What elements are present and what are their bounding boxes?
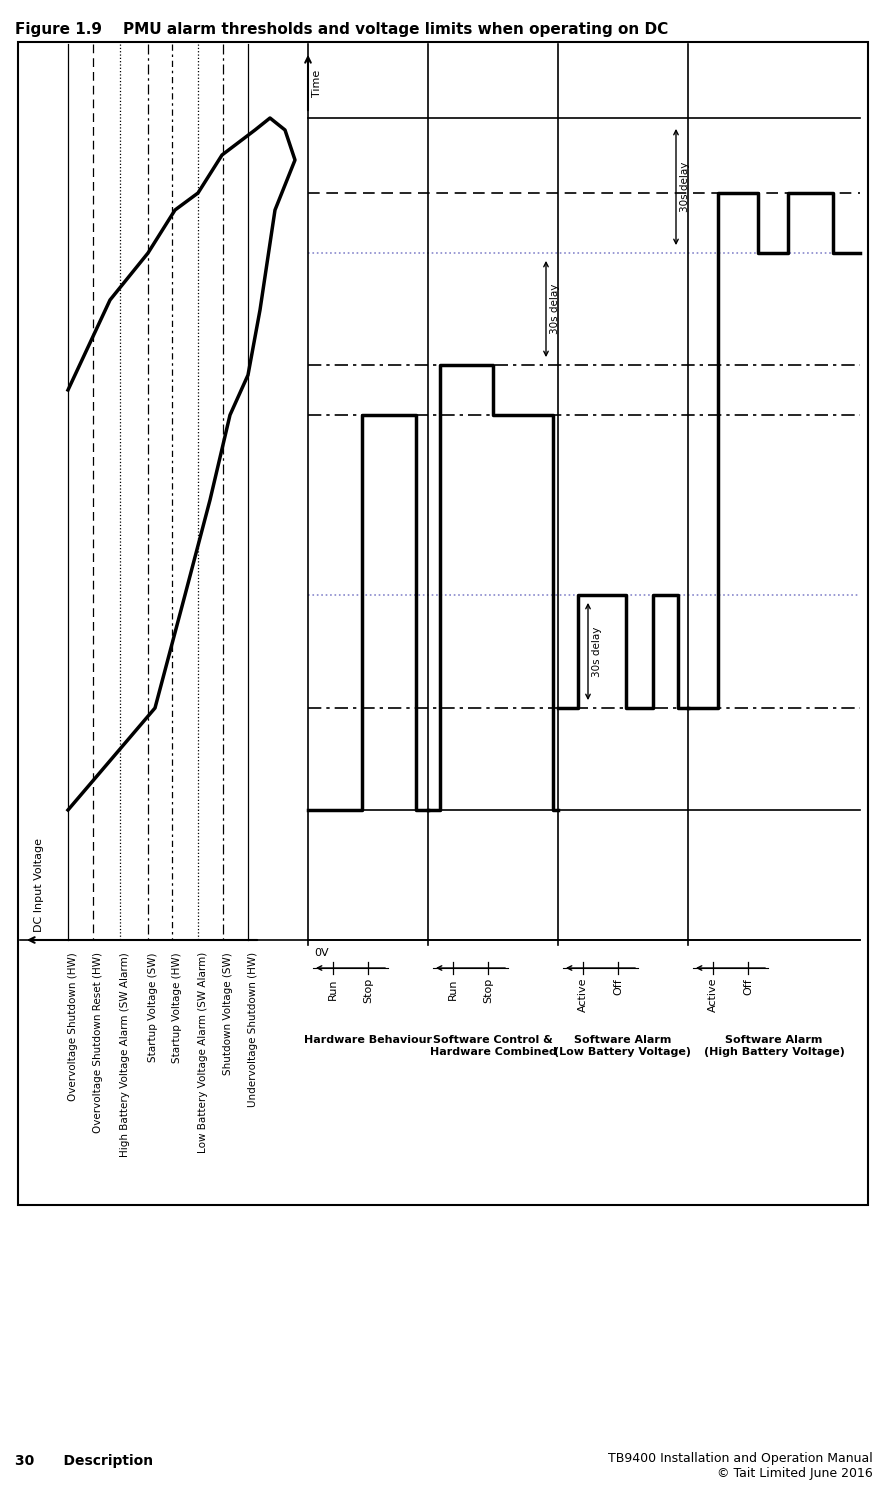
Text: DC Input Voltage: DC Input Voltage — [34, 838, 44, 932]
Text: Run: Run — [328, 978, 338, 999]
Text: Hardware Behaviour: Hardware Behaviour — [304, 1035, 432, 1045]
Text: Overvoltage Shutdown Reset (HW): Overvoltage Shutdown Reset (HW) — [93, 951, 103, 1133]
Text: Active: Active — [708, 978, 718, 1013]
Text: Software Alarm
(Low Battery Voltage): Software Alarm (Low Battery Voltage) — [555, 1035, 691, 1057]
Text: 30      Description: 30 Description — [15, 1453, 153, 1468]
Bar — [18, 42, 868, 1205]
Text: Time: Time — [312, 70, 322, 97]
Text: Software Alarm
(High Battery Voltage): Software Alarm (High Battery Voltage) — [703, 1035, 844, 1057]
Text: Run: Run — [448, 978, 458, 999]
Text: 30s delay: 30s delay — [550, 284, 560, 334]
Text: Stop: Stop — [363, 978, 373, 1004]
Text: Shutdown Voltage (SW): Shutdown Voltage (SW) — [223, 951, 233, 1075]
Text: Overvoltage Shutdown (HW): Overvoltage Shutdown (HW) — [68, 951, 78, 1100]
Text: High Battery Voltage Alarm (SW Alarm): High Battery Voltage Alarm (SW Alarm) — [120, 951, 130, 1157]
Text: Off: Off — [743, 978, 753, 995]
Text: TB9400 Installation and Operation Manual
© Tait Limited June 2016: TB9400 Installation and Operation Manual… — [609, 1452, 873, 1480]
Text: Software Control &
Hardware Combined: Software Control & Hardware Combined — [430, 1035, 556, 1057]
Text: Startup Voltage (SW): Startup Voltage (SW) — [148, 951, 158, 1062]
Text: Stop: Stop — [483, 978, 493, 1004]
Text: Figure 1.9    PMU alarm thresholds and voltage limits when operating on DC: Figure 1.9 PMU alarm thresholds and volt… — [15, 22, 668, 37]
Text: Off: Off — [613, 978, 623, 995]
Text: 30s delay: 30s delay — [680, 162, 690, 213]
Text: 30s delay: 30s delay — [592, 627, 602, 676]
Text: Active: Active — [578, 978, 588, 1013]
Text: Undervoltage Shutdown (HW): Undervoltage Shutdown (HW) — [248, 951, 258, 1108]
Text: Low Battery Voltage Alarm (SW Alarm): Low Battery Voltage Alarm (SW Alarm) — [198, 951, 208, 1154]
Text: 0V: 0V — [314, 948, 329, 957]
Text: Startup Voltage (HW): Startup Voltage (HW) — [172, 951, 182, 1063]
